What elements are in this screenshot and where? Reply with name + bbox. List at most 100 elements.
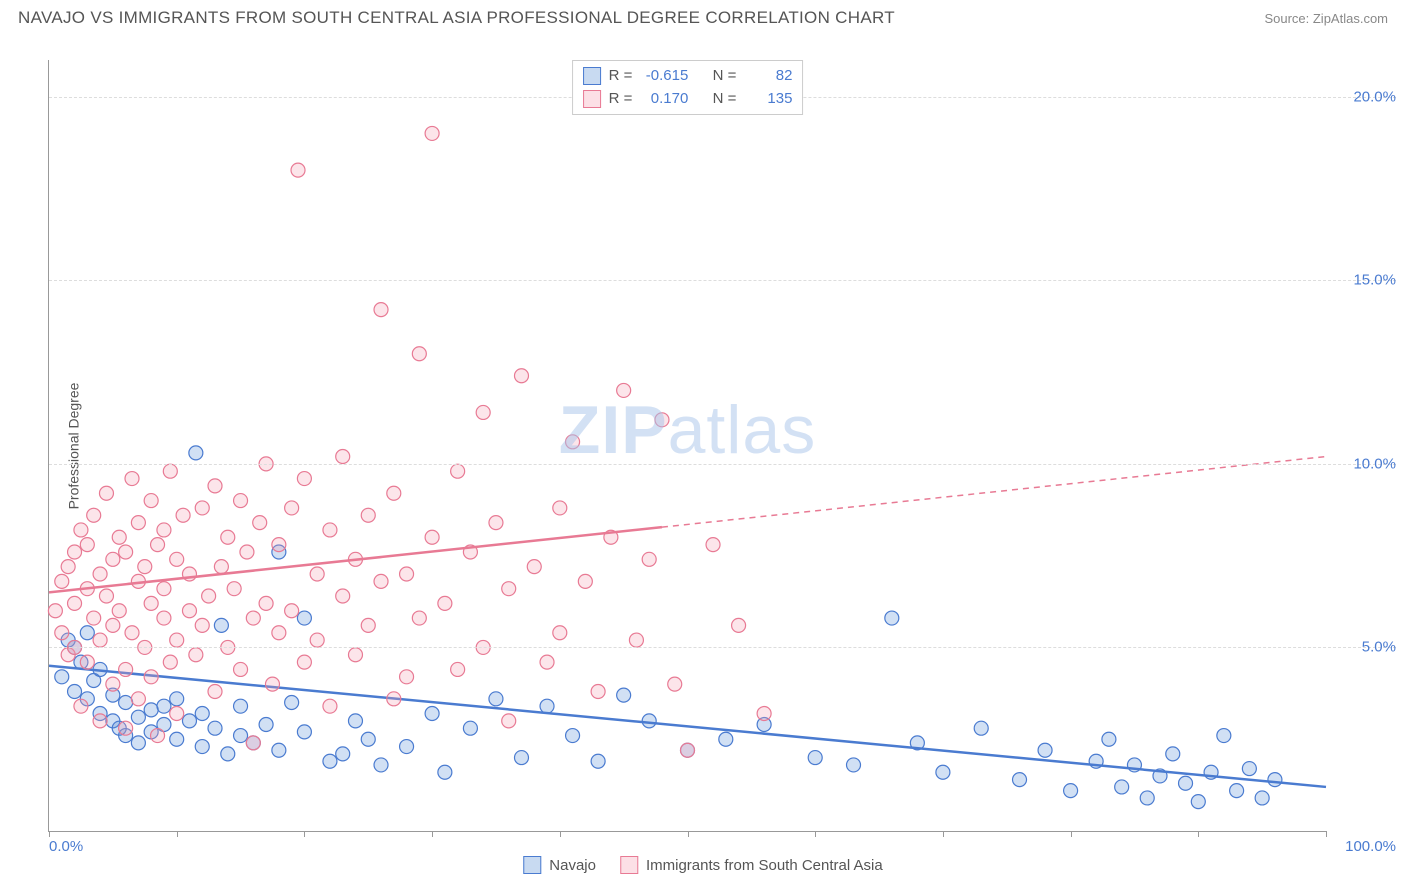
data-point (566, 435, 580, 449)
data-point (617, 383, 631, 397)
source-label: Source: ZipAtlas.com (1264, 11, 1388, 26)
data-point (80, 538, 94, 552)
data-point (1115, 780, 1129, 794)
data-point (68, 684, 82, 698)
data-point (502, 714, 516, 728)
data-point (246, 611, 260, 625)
data-point (706, 538, 720, 552)
data-point (297, 725, 311, 739)
legend-swatch (523, 856, 541, 874)
n-value: 135 (744, 88, 792, 111)
data-point (412, 611, 426, 625)
data-point (285, 604, 299, 618)
scatter-svg (49, 60, 1326, 831)
data-point (348, 714, 362, 728)
data-point (412, 347, 426, 361)
x-tick (432, 831, 433, 837)
data-point (374, 758, 388, 772)
data-point (400, 740, 414, 754)
data-point (297, 655, 311, 669)
data-point (234, 699, 248, 713)
data-point (323, 754, 337, 768)
data-point (400, 567, 414, 581)
data-point (272, 743, 286, 757)
data-point (1166, 747, 1180, 761)
correlation-legend: R =-0.615 N =82R =0.170 N =135 (572, 60, 804, 115)
data-point (234, 662, 248, 676)
data-point (240, 545, 254, 559)
data-point (348, 648, 362, 662)
data-point (48, 604, 62, 618)
data-point (208, 721, 222, 735)
gridline (49, 647, 1396, 648)
data-point (99, 589, 113, 603)
data-point (55, 574, 69, 588)
data-point (214, 618, 228, 632)
trend-line (49, 527, 662, 592)
data-point (1064, 784, 1078, 798)
n-label: N = (713, 88, 737, 111)
data-point (170, 707, 184, 721)
r-value: 0.170 (640, 88, 688, 111)
x-tick (943, 831, 944, 837)
data-point (527, 560, 541, 574)
data-point (540, 655, 554, 669)
data-point (591, 684, 605, 698)
data-point (425, 126, 439, 140)
data-point (310, 567, 324, 581)
data-point (119, 721, 133, 735)
legend-swatch (620, 856, 638, 874)
data-point (425, 530, 439, 544)
data-point (74, 523, 88, 537)
r-value: -0.615 (640, 65, 688, 88)
data-point (732, 618, 746, 632)
data-point (1102, 732, 1116, 746)
data-point (1217, 729, 1231, 743)
data-point (463, 721, 477, 735)
data-point (438, 596, 452, 610)
data-point (189, 446, 203, 460)
data-point (808, 751, 822, 765)
x-tick (815, 831, 816, 837)
data-point (629, 633, 643, 647)
data-point (336, 589, 350, 603)
data-point (502, 582, 516, 596)
data-point (578, 574, 592, 588)
data-point (1013, 773, 1027, 787)
n-label: N = (713, 65, 737, 88)
r-label: R = (609, 88, 633, 111)
legend-swatch (583, 90, 601, 108)
data-point (221, 530, 235, 544)
data-point (438, 765, 452, 779)
data-point (195, 707, 209, 721)
trend-line (49, 666, 1326, 787)
data-point (119, 545, 133, 559)
data-point (119, 662, 133, 676)
data-point (425, 707, 439, 721)
data-point (234, 494, 248, 508)
gridline (49, 464, 1396, 465)
data-point (99, 486, 113, 500)
data-point (476, 405, 490, 419)
data-point (642, 714, 656, 728)
data-point (80, 626, 94, 640)
data-point (514, 369, 528, 383)
data-point (112, 604, 126, 618)
data-point (131, 516, 145, 530)
data-point (151, 538, 165, 552)
data-point (553, 626, 567, 640)
data-point (757, 707, 771, 721)
data-point (310, 633, 324, 647)
data-point (112, 530, 126, 544)
data-point (374, 303, 388, 317)
data-point (144, 494, 158, 508)
data-point (336, 450, 350, 464)
legend-swatch (583, 67, 601, 85)
data-point (400, 670, 414, 684)
data-point (208, 479, 222, 493)
data-point (106, 677, 120, 691)
data-point (272, 626, 286, 640)
series-legend: NavajoImmigrants from South Central Asia (523, 856, 882, 874)
data-point (157, 611, 171, 625)
data-point (336, 747, 350, 761)
